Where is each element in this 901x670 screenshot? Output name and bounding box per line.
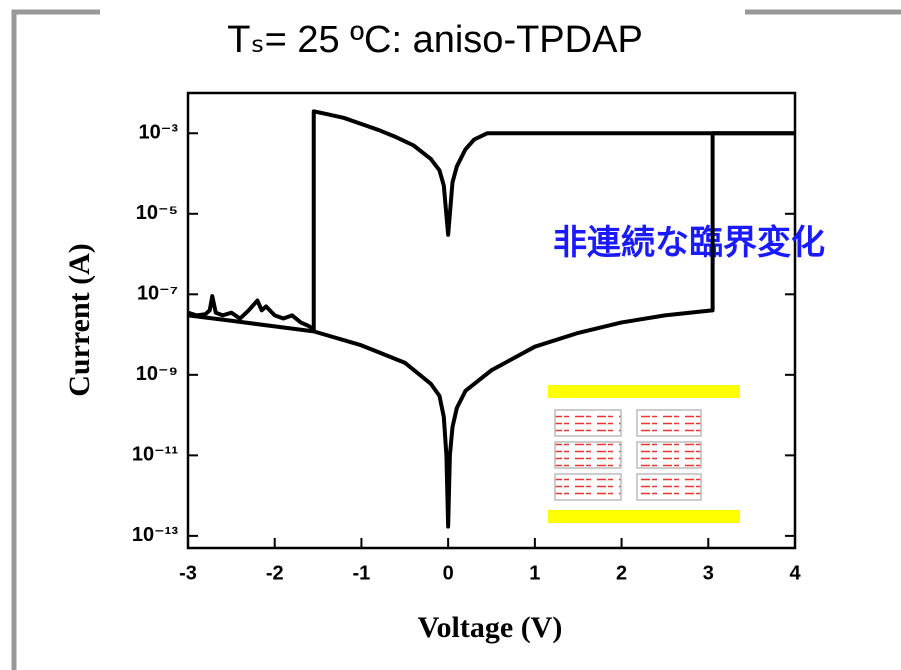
data-line (188, 131, 795, 529)
chart-title: Tₛ= 25 ºC: aniso-TPDAP (227, 19, 643, 61)
x-tick-label: 1 (529, 562, 540, 584)
y-axis-label: Current (A) (63, 243, 96, 397)
y-tick-label: 10⁻⁵ (136, 202, 178, 224)
x-tick-label: 4 (789, 562, 801, 584)
slide-frame (11, 9, 901, 670)
annotation: 非連続な臨界変化 (553, 223, 825, 262)
y-tick-label: 10⁻³ (139, 122, 179, 144)
x-tick-label: 0 (443, 562, 454, 584)
x-tick-label: -3 (179, 562, 197, 584)
x-tick-label: 2 (616, 562, 627, 584)
x-tick-label: -2 (266, 562, 284, 584)
y-tick-label: 10⁻⁷ (137, 283, 178, 305)
plot-lines (188, 109, 795, 529)
inset-diagram (548, 385, 740, 523)
x-tick-label: -1 (353, 562, 371, 584)
x-axis-label: Voltage (V) (418, 611, 563, 644)
plot-frame (186, 91, 797, 550)
y-tick-label: 10⁻¹¹ (132, 444, 178, 466)
y-tick-label: 10⁻⁹ (136, 363, 178, 385)
x-tick-label: 3 (703, 562, 714, 584)
data-line (188, 109, 795, 332)
y-tick-label: 10⁻¹³ (132, 524, 178, 546)
